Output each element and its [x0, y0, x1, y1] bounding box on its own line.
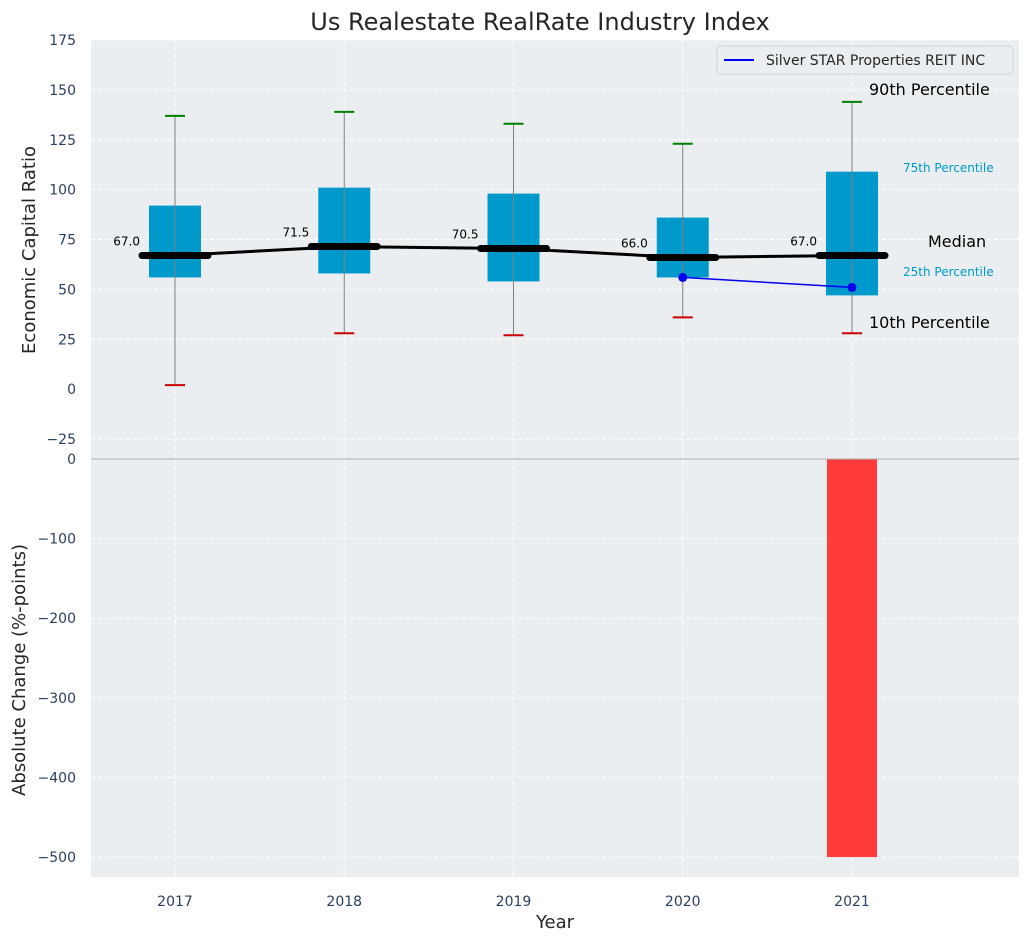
top-y-tick-label: −25 [46, 432, 76, 448]
annotation-p25: 25th Percentile [903, 265, 994, 279]
x-axis-title: Year [535, 912, 575, 933]
annotation-p10: 10th Percentile [869, 313, 990, 332]
box-plot-marks: 67.0 71.5 70.5 66.0 67.0 [113, 100, 889, 387]
top-y-tick-label: 125 [49, 133, 76, 149]
x-tick-label: 2017 [157, 894, 193, 910]
top-y-tick-label: 0 [67, 382, 76, 398]
median-value-label: 67.0 [790, 234, 817, 248]
change-bar-background [91, 459, 1019, 877]
bottom-y-ticks: −100 −200 −300 −400 −500 0 [38, 452, 76, 866]
legend-label-company: Silver STAR Properties REIT INC [766, 53, 985, 69]
annotation-p90: 90th Percentile [869, 80, 990, 99]
bottom-y-tick-label: −300 [38, 691, 76, 707]
legend-box [716, 45, 1014, 75]
bottom-y-tick-label: −200 [38, 611, 76, 627]
top-y-tick-label: 100 [49, 183, 76, 199]
x-tick-label: 2018 [326, 894, 362, 910]
chart-title: Us Realestate RealRate Industry Index [310, 8, 769, 36]
x-ticks: 2017 2018 2019 2020 2021 [157, 894, 870, 910]
bottom-y-tick-label: −100 [38, 532, 76, 548]
company-point [847, 282, 857, 292]
median-value-label: 66.0 [621, 236, 648, 250]
bottom-y-axis-title: Absolute Change (%-points) [9, 544, 30, 796]
median-value-label: 71.5 [283, 226, 310, 240]
company-point [678, 272, 688, 282]
annotation-median: Median [928, 232, 986, 251]
bottom-y-tick-label: −400 [38, 770, 76, 786]
top-y-tick-label: 50 [58, 282, 76, 298]
top-y-tick-label: 175 [49, 33, 76, 49]
top-y-axis-title: Economic Capital Ratio [19, 146, 40, 354]
company-line [682, 276, 853, 289]
annotation-p75: 75th Percentile [903, 161, 994, 175]
x-tick-label: 2021 [834, 894, 870, 910]
top-y-tick-label: 150 [49, 83, 76, 99]
top-y-tick-label: 25 [58, 332, 76, 348]
bottom-y-tick-label: −500 [38, 850, 76, 866]
median-value-label: 67.0 [113, 234, 140, 248]
x-tick-label: 2020 [665, 894, 701, 910]
median-value-label: 70.5 [452, 228, 479, 242]
change-bar-marks [827, 459, 877, 858]
change-bar [827, 459, 877, 858]
x-tick-label: 2019 [496, 894, 532, 910]
top-grid [91, 39, 1019, 459]
top-y-ticks: 175 150 125 100 75 50 25 0 −25 [46, 33, 76, 448]
legend: Silver STAR Properties REIT INC [716, 45, 1014, 75]
top-y-tick-label: 75 [58, 233, 76, 249]
bottom-y-tick-label: 0 [67, 452, 76, 468]
